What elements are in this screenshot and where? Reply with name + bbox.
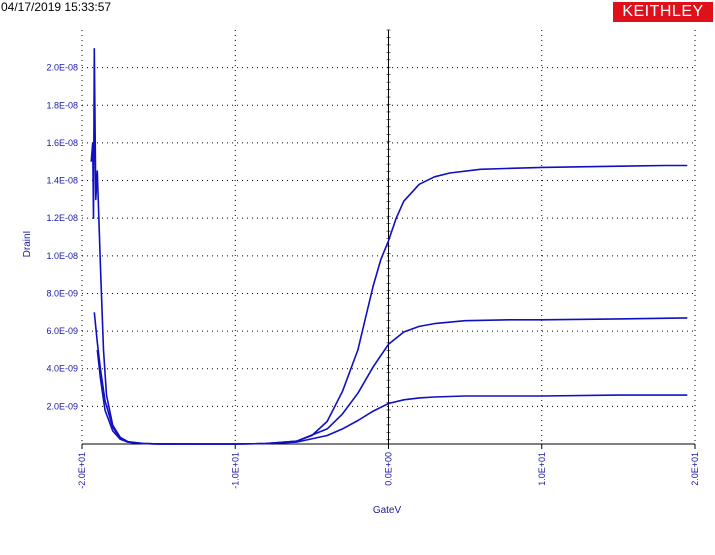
x-tick-label-3: 1.0E+01 bbox=[537, 452, 547, 486]
y-tick-label-1: 4.0E-09 bbox=[46, 364, 78, 374]
series-line-0 bbox=[90, 47, 688, 445]
series-line-1 bbox=[93, 312, 688, 445]
y-tick-label-5: 1.2E-08 bbox=[46, 213, 78, 223]
chart-tick-labels: -2.0E+01 -1.0E+01 0.0E+00 1.0E+01 2.0E+01 2.0… bbox=[46, 63, 700, 489]
y-tick-label-4: 1.0E-08 bbox=[46, 251, 78, 261]
y-tick-label-7: 1.6E-08 bbox=[46, 138, 78, 148]
y-tick-label-0: 2.0E-09 bbox=[46, 401, 78, 411]
x-axis-label: GateV bbox=[373, 505, 402, 516]
keithley-logo: KEITHLEY bbox=[613, 2, 713, 22]
series-line-2 bbox=[96, 349, 688, 445]
y-tick-label-2: 6.0E-09 bbox=[46, 326, 78, 336]
x-tick-label-2: 0.0E+00 bbox=[384, 452, 394, 486]
chart-series bbox=[90, 47, 688, 445]
timestamp: 04/17/2019 15:33:57 bbox=[1, 0, 112, 14]
y-tick-label-8: 1.8E-08 bbox=[46, 100, 78, 110]
x-tick-label-4: 2.0E+01 bbox=[690, 452, 700, 486]
x-tick-label-1: -1.0E+01 bbox=[230, 452, 240, 489]
y-tick-label-3: 8.0E-09 bbox=[46, 288, 78, 298]
x-tick-label-0: -2.0E+01 bbox=[77, 452, 87, 489]
y-tick-label-6: 1.4E-08 bbox=[46, 176, 78, 186]
y-axis-label: DrainI bbox=[22, 231, 33, 258]
chart-grid bbox=[81, 30, 696, 444]
y-tick-label-9: 2.0E-08 bbox=[46, 63, 78, 73]
